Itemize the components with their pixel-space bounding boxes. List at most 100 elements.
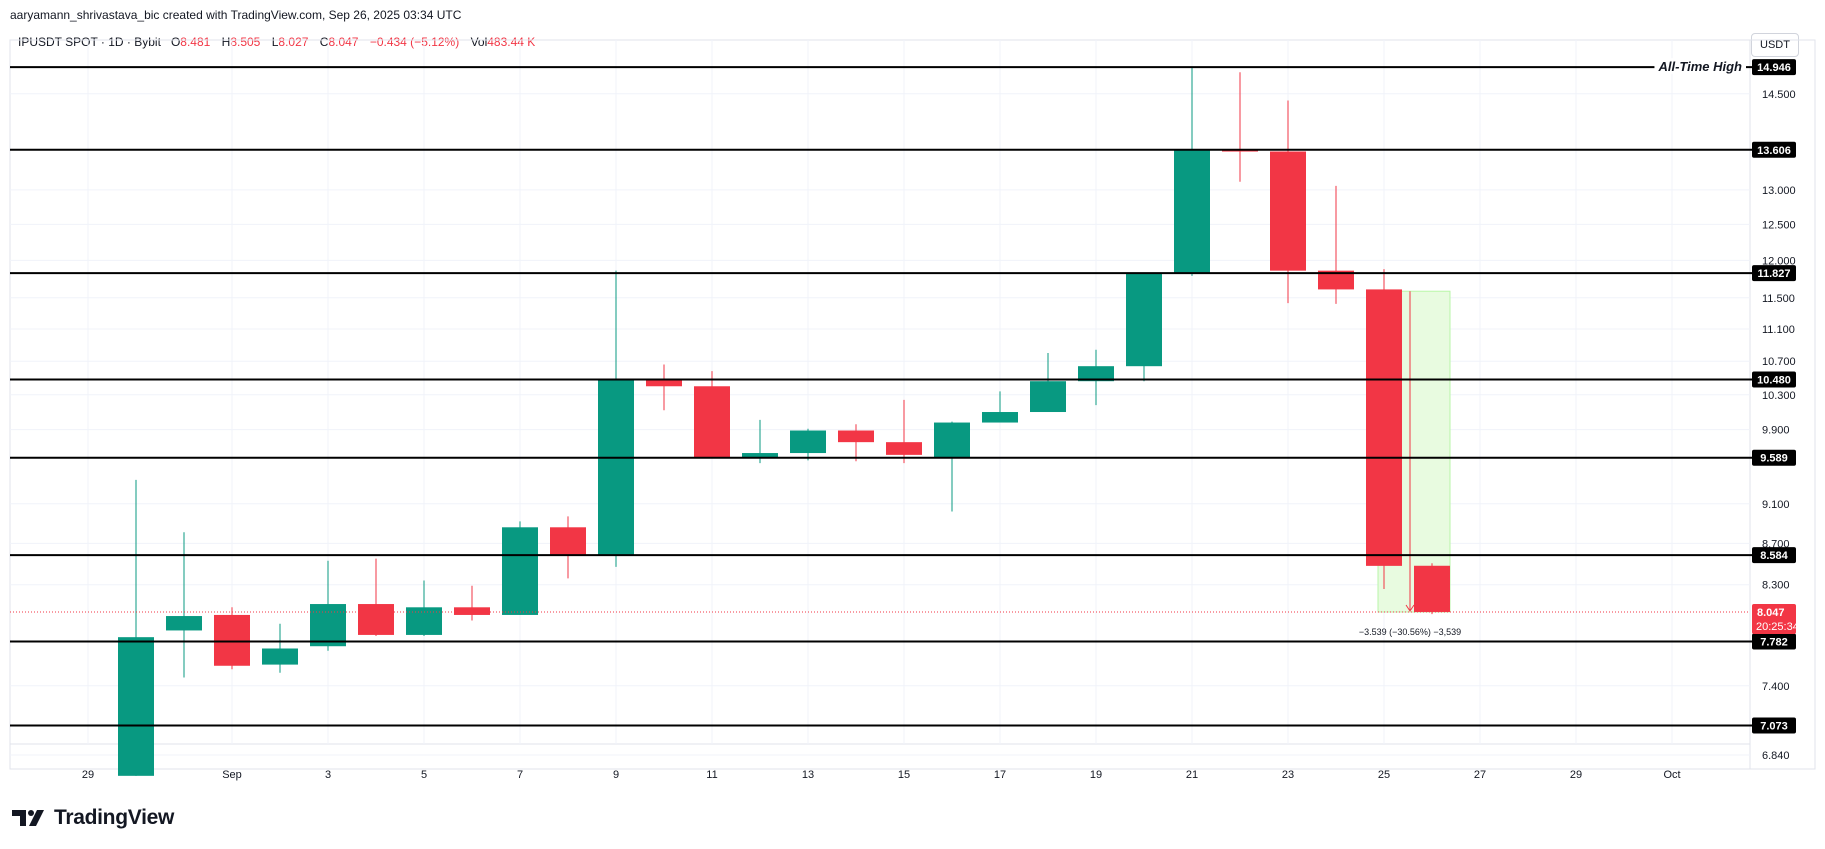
y-tick-label: 11.500 [1762, 293, 1795, 305]
last-price-label: 8.047 [1757, 607, 1785, 619]
tradingview-brand[interactable]: TradingView [12, 806, 174, 830]
y-tick-label: 8.300 [1762, 580, 1790, 592]
level-badge [1752, 449, 1796, 466]
level-badge [1752, 717, 1796, 734]
candles [118, 67, 1450, 776]
high-value: 8.505 [230, 35, 261, 49]
level-badge [1752, 59, 1796, 76]
measure-arrow-head [1405, 604, 1415, 612]
candle-body [454, 607, 490, 615]
tradingview-logo-icon [12, 810, 44, 826]
level-label: 8.584 [1760, 550, 1788, 562]
candle-body [1174, 149, 1210, 273]
currency-selector[interactable]: USDT [1751, 33, 1799, 57]
candle-body [790, 430, 826, 454]
candle-body [118, 637, 154, 776]
y-tick-label: 12.500 [1762, 219, 1796, 231]
high-label: H [221, 35, 231, 49]
level-badge [1752, 141, 1796, 158]
y-tick-label: 10.300 [1762, 390, 1796, 402]
level-label: 7.782 [1760, 636, 1788, 648]
candle-body [934, 422, 970, 458]
y-tick-label: 13.000 [1762, 185, 1796, 197]
symbol-name[interactable]: IPUSDT SPOT · 1D · Bybit [18, 35, 161, 49]
measure-label: −3.539 (−30.56%) −3,539 [1359, 627, 1461, 637]
volume-value: 483.44 K [487, 35, 536, 49]
candle-body [214, 614, 250, 666]
brand-name: TradingView [54, 806, 175, 829]
candle-body [742, 453, 778, 458]
level-badge [1752, 371, 1796, 388]
candle-body [502, 527, 538, 615]
candle-body [1126, 272, 1162, 367]
level-note: All-Time High [1657, 59, 1742, 74]
level-badge [1752, 547, 1796, 564]
candle-body [550, 527, 586, 556]
candle-body [1366, 289, 1402, 566]
x-tick-label: Oct [1663, 769, 1680, 781]
x-tick-label: 13 [802, 769, 814, 781]
candle-body [1030, 381, 1066, 413]
x-tick-label: 3 [325, 769, 331, 781]
chart-credit: aaryamann_shrivastava_bic created with T… [10, 8, 462, 22]
last-price-badge [1752, 603, 1796, 634]
open-value: 8.481 [180, 35, 211, 49]
y-tick-label: 7.400 [1762, 681, 1790, 693]
x-tick-label: 27 [1474, 769, 1486, 781]
x-tick-label: Sep [222, 769, 242, 781]
y-tick-label: 6.840 [1762, 750, 1790, 762]
price-labels: 14.946 All-Time High 13.606 11.827 10.480 9.5… [1654, 58, 1799, 734]
x-tick-label: 15 [898, 769, 910, 781]
level-label: 7.073 [1760, 721, 1788, 733]
candle-body [358, 604, 394, 635]
x-tick-label: 19 [1090, 769, 1102, 781]
close-label: C [319, 35, 329, 49]
candle-body [598, 379, 634, 556]
horizontal-levels [10, 66, 1754, 727]
candle-body [1318, 270, 1354, 290]
candle-body [166, 616, 202, 631]
low-value: 8.027 [278, 35, 309, 49]
open-label: O [170, 35, 181, 49]
candle-body [646, 379, 682, 387]
candle-body [1270, 151, 1306, 271]
candle-body [310, 604, 346, 647]
level-label: 9.589 [1760, 453, 1788, 465]
x-tick-label: 21 [1186, 769, 1198, 781]
volume-label: Vol [470, 35, 488, 49]
x-tick-label: 29 [82, 769, 94, 781]
y-tick-label: 12.000 [1762, 255, 1796, 267]
level-label: 13.606 [1757, 145, 1791, 157]
candle-body [886, 442, 922, 455]
plot-border [9, 39, 1816, 770]
y-tick-label: 10.700 [1762, 356, 1796, 368]
candle-body [1078, 366, 1114, 382]
x-tick-label: 7 [517, 769, 523, 781]
candle-body [1414, 565, 1450, 612]
candle-body [406, 607, 442, 635]
level-label: 14.946 [1757, 62, 1791, 74]
symbol-legend: IPUSDT SPOT · 1D · Bybit O8.481 H8.505 L… [18, 35, 535, 49]
countdown-label: 20:25:34 [1756, 621, 1799, 633]
x-tick-label: 5 [421, 769, 427, 781]
y-tick-label: 11.100 [1762, 324, 1795, 336]
level-note-bg [1654, 58, 1746, 75]
level-label: 11.827 [1757, 268, 1790, 280]
x-tick-label: 11 [706, 769, 717, 781]
low-label: L [271, 35, 279, 49]
candle-body [694, 386, 730, 458]
candle-body [982, 412, 1018, 423]
change-value: −0.434 (−5.12%) [369, 35, 460, 49]
y-tick-label: 9.900 [1762, 425, 1790, 437]
y-tick-label: 14.500 [1762, 89, 1796, 101]
price-chart[interactable]: −3.539 (−30.56%) −3,539 29 Sep 3 5 7 9 11 13 15 1… [0, 0, 1825, 800]
close-value: 8.047 [328, 35, 359, 49]
candle-body [838, 430, 874, 443]
candle-body [262, 648, 298, 665]
x-tick-label: 23 [1282, 769, 1294, 781]
level-badge [1752, 633, 1796, 650]
x-tick-label: 25 [1378, 769, 1390, 781]
x-tick-label: 29 [1570, 769, 1582, 781]
level-label: 10.480 [1757, 375, 1791, 387]
level-badge [1752, 265, 1796, 282]
